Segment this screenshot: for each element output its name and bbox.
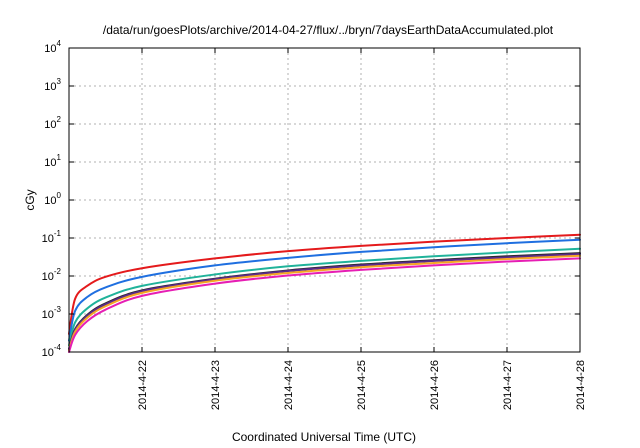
y-tick-label: 103: [44, 77, 61, 93]
y-tick-label: 10-2: [42, 267, 62, 283]
x-tick-label: 2014-4-22: [137, 360, 149, 410]
y-tick-label: 10-3: [42, 305, 62, 321]
series-line-7: [68, 257, 581, 353]
x-axis-label: Coordinated Universal Time (UTC): [232, 430, 416, 444]
y-tick-label: 104: [44, 39, 61, 55]
x-tick-label: 2014-4-24: [283, 360, 295, 410]
x-tick-label: 2014-4-26: [429, 360, 441, 410]
series-layer: [68, 233, 581, 353]
ticks: 10-4 10-3 10-2 10-1 100 101 102 103 104 2014-4-22…: [42, 39, 587, 410]
y-axis-label: cGy: [23, 189, 37, 210]
x-tick-label: 2014-4-23: [210, 360, 222, 410]
y-tick-label: 100: [44, 191, 61, 207]
y-tick-label: 102: [44, 115, 61, 131]
y-tick-label: 10-1: [42, 229, 62, 245]
y-tick-label: 10-4: [42, 343, 62, 359]
chart-title: /data/run/goesPlots/archive/2014-04-27/f…: [103, 23, 554, 37]
series-line-3: [68, 247, 581, 347]
series-line-5: [68, 252, 581, 350]
grid: [69, 48, 580, 352]
y-tick-label: 101: [44, 153, 61, 169]
series-line-1: [68, 233, 581, 335]
series-line-2: [68, 238, 581, 342]
x-tick-label: 2014-4-27: [502, 360, 514, 410]
x-tick-label: 2014-4-28: [575, 360, 587, 410]
series-line-6: [68, 254, 581, 352]
x-tick-label: 2014-4-25: [356, 360, 368, 410]
